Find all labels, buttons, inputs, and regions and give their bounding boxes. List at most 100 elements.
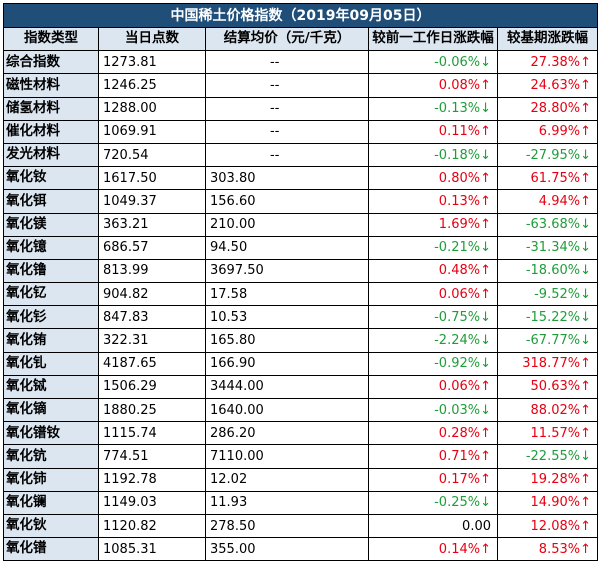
row-daily-points: 1506.29 — [98, 374, 206, 400]
header-daily-points: 当日点数 — [98, 26, 206, 52]
row-change-vs-prev-day: 0.11%↑ — [368, 119, 498, 144]
row-settlement-avg-price: 210.00 — [205, 212, 369, 237]
row-daily-points: 1069.91 — [98, 119, 206, 144]
row-change-vs-prev-day: 0.00 — [368, 513, 498, 539]
row-change-vs-prev-day: 0.71%↑ — [368, 444, 498, 469]
row-daily-points: 1085.31 — [98, 537, 206, 561]
row-index-name: 氧化铒 — [3, 189, 99, 214]
table-row: 氧化镨钕 1115.74 286.20 0.28%↑ 11.57%↑ — [3, 421, 598, 446]
row-change-vs-prev-day: 0.06%↑ — [368, 282, 498, 307]
row-change-vs-prev-day: -0.18%↓ — [368, 142, 498, 168]
row-daily-points: 813.99 — [98, 258, 206, 284]
row-index-name: 氧化钐 — [3, 305, 99, 330]
row-daily-points: 1115.74 — [98, 421, 206, 446]
row-settlement-avg-price: 94.50 — [205, 235, 369, 260]
row-daily-points: 1273.81 — [98, 50, 206, 75]
row-settlement-avg-price: 3444.00 — [205, 374, 369, 400]
row-index-name: 氧化钬 — [3, 513, 99, 539]
row-index-name: 氧化镨 — [3, 537, 99, 561]
row-change-vs-base: -22.55%↓ — [497, 444, 598, 469]
row-daily-points: 1288.00 — [98, 96, 206, 121]
row-settlement-avg-price: 12.02 — [205, 467, 369, 492]
table-row: 综合指数 1273.81 -- -0.06%↓ 27.38%↑ — [3, 50, 598, 75]
row-settlement-avg-price: 7110.00 — [205, 444, 369, 469]
table-title: 中国稀土价格指数（2019年09月05日） — [3, 3, 598, 28]
row-settlement-avg-price: 11.93 — [205, 490, 369, 515]
row-change-vs-prev-day: 0.28%↑ — [368, 421, 498, 446]
price-index-table-wrapper: 中国稀土价格指数（2019年09月05日） 指数类型 当日点数 结算均价（元/千… — [3, 3, 598, 561]
row-change-vs-base: -27.95%↓ — [497, 142, 598, 168]
table-row: 氧化镝 1880.25 1640.00 -0.03%↓ 88.02%↑ — [3, 397, 598, 423]
row-change-vs-base: 50.63%↑ — [497, 374, 598, 400]
row-settlement-avg-price: 1640.00 — [205, 397, 369, 423]
row-change-vs-base: 88.02%↑ — [497, 397, 598, 423]
row-settlement-avg-price: 3697.50 — [205, 258, 369, 284]
row-settlement-avg-price: -- — [205, 73, 369, 98]
table-row: 磁性材料 1246.25 -- 0.08%↑ 24.63%↑ — [3, 73, 598, 98]
row-daily-points: 847.83 — [98, 305, 206, 330]
row-change-vs-base: 24.63%↑ — [497, 73, 598, 98]
row-change-vs-base: 28.80%↑ — [497, 96, 598, 121]
row-settlement-avg-price: -- — [205, 50, 369, 75]
row-change-vs-prev-day: -0.75%↓ — [368, 305, 498, 330]
row-change-vs-prev-day: 0.06%↑ — [368, 374, 498, 400]
row-settlement-avg-price: 355.00 — [205, 537, 369, 561]
row-change-vs-prev-day: -0.13%↓ — [368, 96, 498, 121]
row-change-vs-prev-day: 0.14%↑ — [368, 537, 498, 561]
row-settlement-avg-price: -- — [205, 142, 369, 168]
row-index-name: 发光材料 — [3, 142, 99, 168]
row-index-name: 氧化镱 — [3, 235, 99, 260]
table-row: 氧化钆 4187.65 166.90 -0.92%↓ 318.77%↑ — [3, 351, 598, 376]
row-daily-points: 4187.65 — [98, 351, 206, 376]
row-change-vs-prev-day: 0.48%↑ — [368, 258, 498, 284]
row-change-vs-prev-day: -0.03%↓ — [368, 397, 498, 423]
table-row: 氧化钇 904.82 17.58 0.06%↑ -9.52%↓ — [3, 282, 598, 307]
table-title-row: 中国稀土价格指数（2019年09月05日） — [3, 3, 598, 28]
row-index-name: 氧化镧 — [3, 490, 99, 515]
row-change-vs-base: -9.52%↓ — [497, 282, 598, 307]
table-row: 氧化镨 1085.31 355.00 0.14%↑ 8.53%↑ — [3, 537, 598, 561]
row-change-vs-prev-day: -0.92%↓ — [368, 351, 498, 376]
table-row: 氧化钕 1617.50 303.80 0.80%↑ 61.75%↑ — [3, 166, 598, 191]
row-index-name: 氧化钇 — [3, 282, 99, 307]
row-index-name: 综合指数 — [3, 50, 99, 75]
row-change-vs-base: -18.60%↓ — [497, 258, 598, 284]
row-index-name: 氧化钕 — [3, 166, 99, 191]
row-daily-points: 1120.82 — [98, 513, 206, 539]
row-settlement-avg-price: 278.50 — [205, 513, 369, 539]
row-settlement-avg-price: 17.58 — [205, 282, 369, 307]
row-change-vs-prev-day: 1.69%↑ — [368, 212, 498, 237]
table-row: 氧化镱 686.57 94.50 -0.21%↓ -31.34%↓ — [3, 235, 598, 260]
row-change-vs-base: -15.22%↓ — [497, 305, 598, 330]
table-row: 氧化镥 813.99 3697.50 0.48%↑ -18.60%↓ — [3, 258, 598, 284]
table-row: 氧化钐 847.83 10.53 -0.75%↓ -15.22%↓ — [3, 305, 598, 330]
row-settlement-avg-price: -- — [205, 119, 369, 144]
table-row: 氧化镁 363.21 210.00 1.69%↑ -63.68%↓ — [3, 212, 598, 237]
row-change-vs-prev-day: 0.17%↑ — [368, 467, 498, 492]
row-change-vs-base: 27.38%↑ — [497, 50, 598, 75]
row-settlement-avg-price: 166.90 — [205, 351, 369, 376]
row-daily-points: 1246.25 — [98, 73, 206, 98]
row-change-vs-prev-day: 0.13%↑ — [368, 189, 498, 214]
table-row: 储氢材料 1288.00 -- -0.13%↓ 28.80%↑ — [3, 96, 598, 121]
row-daily-points: 1049.37 — [98, 189, 206, 214]
row-settlement-avg-price: 286.20 — [205, 421, 369, 446]
row-daily-points: 720.54 — [98, 142, 206, 168]
row-daily-points: 1192.78 — [98, 467, 206, 492]
row-change-vs-base: 11.57%↑ — [497, 421, 598, 446]
row-index-name: 氧化铕 — [3, 328, 99, 353]
row-change-vs-base: -63.68%↓ — [497, 212, 598, 237]
table-row: 氧化铈 1192.78 12.02 0.17%↑ 19.28%↑ — [3, 467, 598, 492]
table-row: 氧化铒 1049.37 156.60 0.13%↑ 4.94%↑ — [3, 189, 598, 214]
row-change-vs-base: 4.94%↑ — [497, 189, 598, 214]
row-change-vs-prev-day: 0.08%↑ — [368, 73, 498, 98]
row-change-vs-base: 8.53%↑ — [497, 537, 598, 561]
row-index-name: 催化材料 — [3, 119, 99, 144]
row-settlement-avg-price: 156.60 — [205, 189, 369, 214]
row-change-vs-prev-day: -0.06%↓ — [368, 50, 498, 75]
row-daily-points: 1617.50 — [98, 166, 206, 191]
row-change-vs-prev-day: -2.24%↓ — [368, 328, 498, 353]
row-daily-points: 774.51 — [98, 444, 206, 469]
row-change-vs-base: 12.08%↑ — [497, 513, 598, 539]
row-index-name: 氧化铈 — [3, 467, 99, 492]
